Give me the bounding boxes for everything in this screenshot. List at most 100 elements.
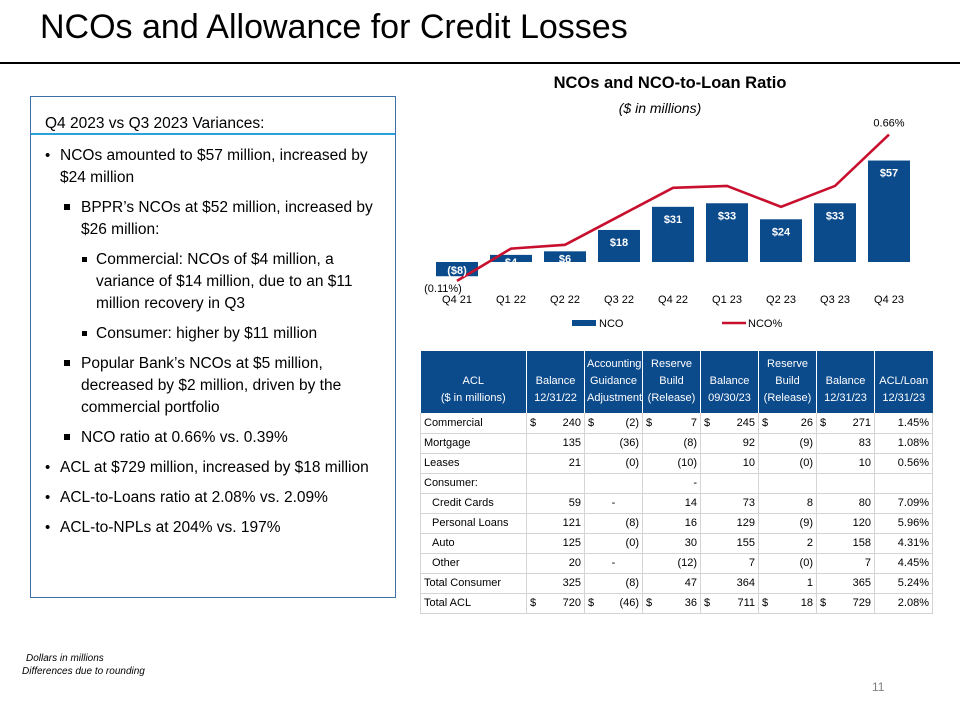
dollar-sign: $ [820,416,827,429]
acl-row-label: Auto [432,537,455,549]
acl-cell-value: 1.08% [897,437,929,449]
nco-bar [436,262,478,277]
acl-cell-value: 1.45% [897,416,929,429]
acl-cell-value: 7 [748,557,755,569]
dollar-sign: $ [820,597,827,609]
nco-bar-label: $6 [559,253,571,265]
nco-bar-label: $18 [610,237,628,249]
acl-row-label: Total ACL [424,597,472,609]
nco-bar-label: $33 [826,210,844,222]
acl-cell-value: 271 [852,416,871,429]
nco-ratio-label: (0.11%) [424,283,462,295]
variances-bullet-list: • NCOs amounted to $57 million, increased… [31,145,395,547]
acl-header-cell: Accounting Guidance Adjustment [584,351,643,413]
acl-cell-value: 0.56% [897,457,929,469]
dollar-sign: $ [646,597,653,609]
acl-cell-value: 5.96% [897,517,929,529]
acl-header-text: Build [775,375,800,387]
nco-bar-label: ($8) [447,265,467,277]
acl-cell-value: (46) [619,597,639,609]
acl-cell-value: (0) [625,457,639,469]
acl-cell-value: 10 [742,457,755,469]
acl-cell-value: (0) [625,537,639,549]
acl-header-text: (Release) [763,392,812,404]
x-axis-tick-label: Q4 21 [442,294,472,306]
acl-header-text: Balance [825,375,866,387]
variance-bullet: • ACL-to-Loans ratio at 2.08% vs. 2.09% [31,487,395,509]
acl-cell-value: 129 [736,517,755,529]
acl-cell-value: (2) [625,416,639,429]
bullet-dot: • [45,519,51,536]
footnote-rounding: Differences due to rounding [22,666,145,677]
acl-cell-value: 240 [562,416,581,429]
chart-subtitle: ($ in millions) [618,100,702,116]
acl-cell-value: 7 [864,557,871,569]
acl-cell-value: - [611,557,616,569]
acl-table-row: Auto 125 (0) 30 155 2 158 4.31% [420,533,933,554]
acl-cell-value: 26 [800,416,813,429]
x-axis-tick-label: Q4 22 [658,294,688,306]
variance-bullet-text: Consumer: higher by $11 million [96,325,318,342]
acl-cell-value: 158 [852,537,871,549]
acl-cell-value: 365 [852,577,871,589]
chart-title: NCOs and NCO-to-Loan Ratio [553,74,787,92]
nco-bar-label: $33 [718,210,736,222]
variance-bullet-text: BPPR’s NCOs at $52 million, increased by… [81,199,373,238]
variance-bullet: NCO ratio at 0.66% vs. 0.39% [31,427,395,449]
acl-cell-value: (9) [799,517,813,529]
acl-cell-value: 4.45% [897,557,929,569]
acl-cell-value: (12) [677,557,697,569]
acl-cell-value: (8) [625,577,639,589]
acl-header-text: 09/30/23 [708,392,751,404]
acl-table: ACL ($ in millions) Balance 12/31/22 Account… [420,351,933,614]
acl-cell-value: 16 [684,517,697,529]
acl-cell-value: 125 [562,537,581,549]
acl-cell-value: 711 [737,597,755,609]
nco-bar-label: $57 [880,168,898,180]
acl-header-cell: Balance 09/30/23 [700,351,759,413]
bullet-dot: • [45,147,51,164]
acl-table-row: Mortgage 135 (36) (8) 92 (9) 83 1.08% [420,433,933,454]
variance-bullet: Commercial: NCOs of $4 million, a varian… [31,249,395,315]
acl-header-cell: Balance 12/31/23 [816,351,875,413]
variance-bullet-text: NCO ratio at 0.66% vs. 0.39% [81,429,288,446]
slide-title: NCOs and Allowance for Credit Losses [40,8,628,46]
acl-cell-value: 73 [742,497,755,509]
x-axis-tick-label: Q1 23 [712,294,742,306]
x-axis-tick-label: Q3 23 [820,294,850,306]
acl-row-label: Leases [424,457,460,469]
bullet-square [64,434,70,440]
nco-bar [652,206,694,262]
acl-header-text: Balance [709,375,750,387]
bullet-dot: • [45,459,51,476]
acl-cell-value: 7 [690,416,697,429]
dollar-sign: $ [704,416,711,429]
acl-cell-value: 2 [806,537,813,549]
dollar-sign: $ [530,597,537,609]
acl-header-cell: Reserve Build (Release) [642,351,701,413]
x-axis-tick-label: Q2 22 [550,294,580,306]
acl-cell-value: 59 [568,497,581,509]
variance-bullet-text: Commercial: NCOs of $4 million, a varian… [96,251,353,312]
acl-header-text: ACL/Loan [879,375,929,387]
acl-cell-value: 20 [568,557,581,569]
acl-header-cell: Balance 12/31/22 [526,351,585,413]
variance-bullet-text: ACL at $729 million, increased by $18 mi… [60,459,369,476]
nco-bar [814,203,856,262]
acl-cell-value: - [693,477,697,489]
bullet-square [82,331,87,336]
nco-bar [706,203,748,262]
acl-cell-value: (8) [683,437,697,449]
variance-bullet-text: NCOs amounted to $57 million, increased … [60,147,368,186]
acl-row-label: Consumer: [424,477,478,489]
acl-header-row: ACL ($ in millions) Balance 12/31/22 Account… [420,351,933,413]
nco-bar-label: $24 [772,226,791,238]
acl-cell-value: 21 [568,457,581,469]
acl-cell-value: 121 [562,517,581,529]
x-axis-tick-label: Q1 22 [496,294,526,306]
acl-cell-value: 729 [852,597,871,609]
acl-header-cell: Reserve Build (Release) [758,351,817,413]
acl-cell-value: 18 [800,597,813,609]
x-axis-tick-label: Q2 23 [766,294,796,306]
acl-header-text: Guidance [589,375,638,387]
